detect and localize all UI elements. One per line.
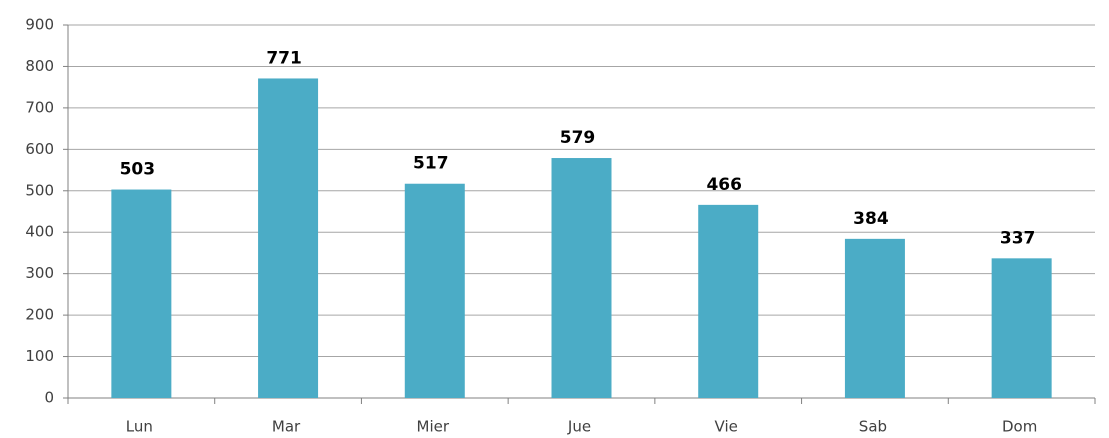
bar [991, 258, 1052, 398]
bar [698, 204, 759, 398]
y-tick-label: 200 [25, 306, 54, 324]
y-tick-label: 100 [25, 347, 54, 365]
data-label: 384 [853, 209, 889, 229]
x-tick-label: Lun [126, 418, 153, 436]
y-tick-label: 900 [25, 16, 54, 34]
y-tick-label: 300 [25, 264, 54, 282]
bar [844, 238, 905, 398]
data-label: 466 [706, 175, 742, 195]
data-label: 579 [560, 128, 596, 148]
y-tick-label: 600 [25, 140, 54, 158]
x-tick-label: Jue [567, 418, 591, 436]
y-tick-label: 0 [44, 389, 54, 407]
data-label: 771 [266, 48, 302, 68]
x-tick-label: Sab [859, 418, 887, 436]
x-tick-label: Mier [417, 418, 450, 436]
x-tick-label: Vie [715, 418, 738, 436]
bar [258, 78, 319, 399]
y-tick-label: 800 [25, 57, 54, 75]
data-label: 503 [120, 160, 156, 180]
x-tick-label: Dom [1002, 418, 1037, 436]
bar [551, 158, 612, 398]
x-tick-label: Mar [272, 418, 301, 436]
y-tick-label: 500 [25, 181, 54, 199]
y-tick-label: 700 [25, 98, 54, 116]
bar [111, 189, 172, 398]
data-label: 337 [1000, 228, 1036, 248]
data-label: 517 [413, 154, 449, 174]
y-tick-label: 400 [25, 223, 54, 241]
bar [404, 183, 465, 398]
